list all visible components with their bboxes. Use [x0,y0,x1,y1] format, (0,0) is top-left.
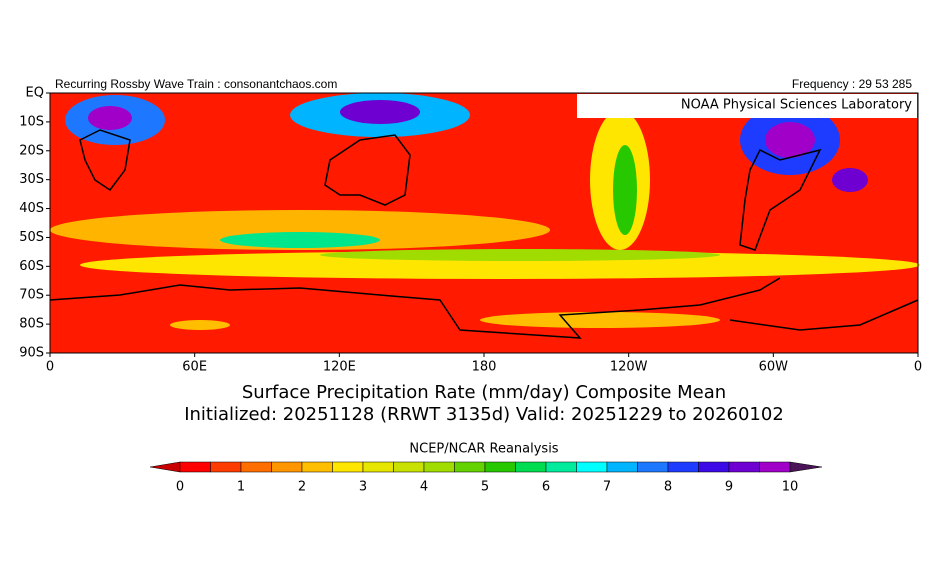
colorbar-segment [637,461,669,473]
colorbar-label: 4 [420,480,428,495]
colorbar-segment [759,461,791,473]
colorbar-label: 6 [542,480,550,495]
colorbar-label: 1 [237,480,245,495]
lon-label: 60E [182,360,207,375]
colorbar-segment [728,461,760,473]
field [220,232,380,248]
lat-label: 30S [19,172,44,187]
colorbar-segment [362,461,394,473]
lon-label: 120E [323,360,356,375]
header-right: Frequency : 29 53 285 [792,77,912,91]
colorbar-segment [393,461,425,473]
colorbar-segment [423,461,455,473]
colorbar-segment [576,461,608,473]
lon-label: 60W [759,360,789,375]
colorbar-segment [454,461,486,473]
lat-label: 90S [19,346,44,361]
colorbar-over [789,461,823,473]
colorbar-label: 5 [481,480,489,495]
map: NOAA Physical Sciences Laboratory [49,92,920,354]
title-line2: Initialized: 20251128 (RRWT 3135d) Valid… [184,404,784,425]
colorbar-segment [332,461,364,473]
field [50,210,550,250]
field [320,249,720,261]
lat-label: EQ [26,86,44,101]
field [88,106,132,130]
colorbar-label: 2 [298,480,306,495]
badge: NOAA Physical Sciences Laboratory [681,98,912,113]
field [765,122,815,158]
colorbar-segment [301,461,333,473]
badge-box [577,94,917,118]
coastline [739,148,822,251]
colorbar-label: 8 [664,480,672,495]
header-left: Recurring Rossby Wave Train : consonantc… [55,77,337,91]
colorbar-segment [667,461,699,473]
lat-label: 20S [19,143,44,158]
source: NCEP/NCAR Reanalysis [409,442,558,457]
coastline [324,134,411,206]
title-line1: Surface Precipitation Rate (mm/day) Comp… [242,382,726,403]
lat-label: 10S [19,114,44,129]
colorbar-segment [698,461,730,473]
colorbar-segment [210,461,242,473]
colorbar-label: 9 [725,480,733,495]
lon-label: 180 [472,360,497,375]
colorbar-label: 3 [359,480,367,495]
field [613,145,637,235]
lat-label: 80S [19,317,44,332]
colorbar-segment [606,461,638,473]
lon-label: 0 [46,360,54,375]
coastline [49,277,919,339]
field [170,320,230,330]
colorbar-segment [179,461,211,473]
colorbar-segment [271,461,303,473]
field [80,251,920,279]
lat-label: 50S [19,230,44,245]
lat-label: 70S [19,288,44,303]
colorbar-under [149,461,181,473]
colorbar-segment [484,461,516,473]
lat-label: 60S [19,259,44,274]
colorbar-segment [545,461,577,473]
colorbar-label: 0 [176,480,184,495]
lon-label: 120W [610,360,648,375]
field [832,168,868,192]
field [480,312,720,328]
lon-label: 0 [914,360,922,375]
field [340,100,420,124]
coastline [79,129,131,192]
colorbar-segment [515,461,547,473]
colorbar-label: 7 [603,480,611,495]
lat-label: 40S [19,201,44,216]
colorbar-label: 10 [782,480,799,495]
colorbar-segment [240,461,272,473]
